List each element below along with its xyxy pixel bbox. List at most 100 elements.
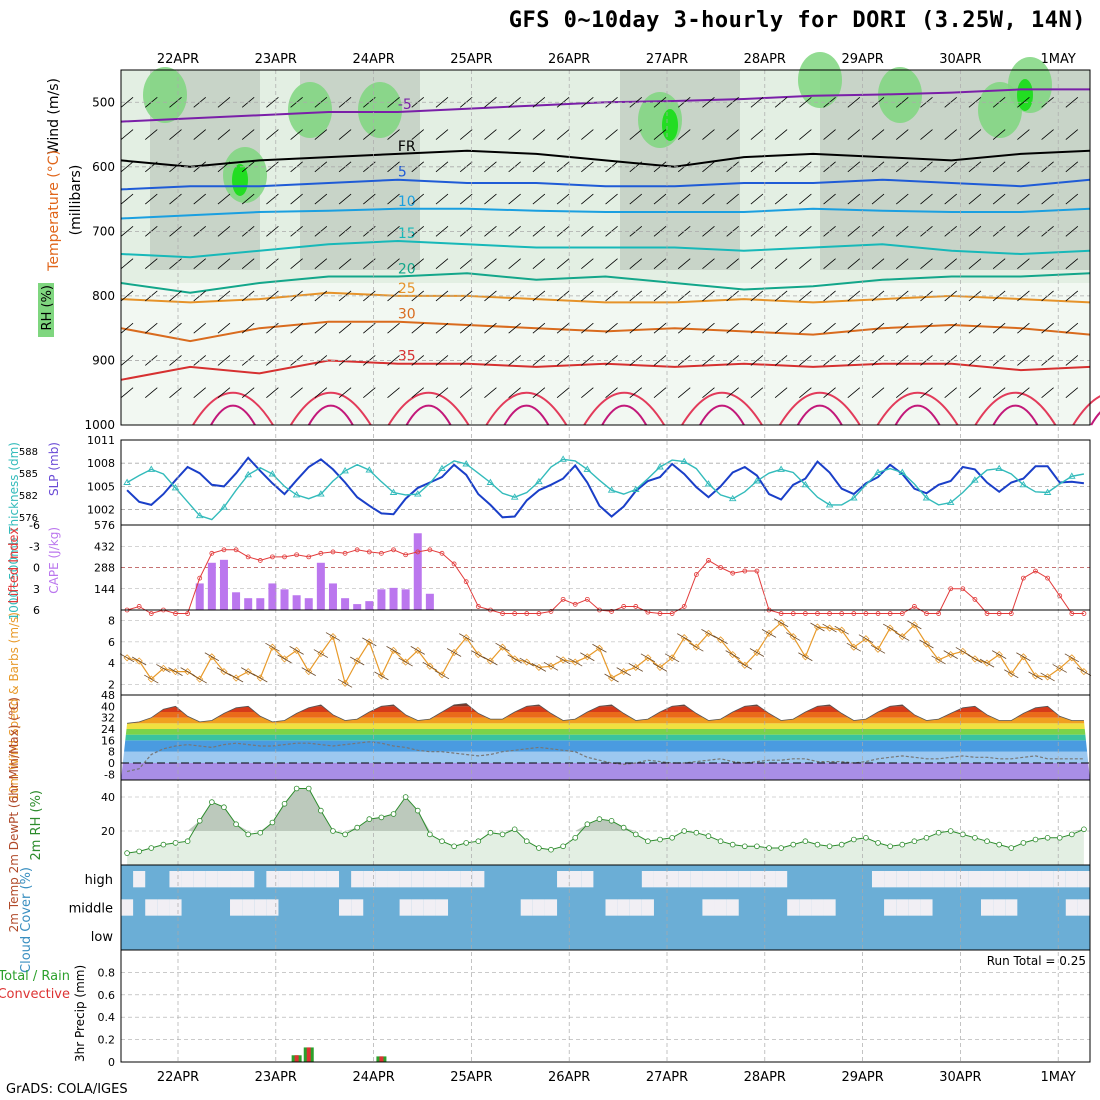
wind-barb-10m — [991, 650, 1007, 659]
wind-barb-10m — [543, 661, 559, 671]
wind-barb — [411, 258, 425, 269]
pressure-tick: 500 — [92, 95, 115, 109]
cloud-clear-cell — [399, 899, 412, 916]
wind-barb-10m — [1004, 669, 1019, 679]
wind-barb — [217, 290, 231, 302]
wind-barb — [532, 258, 546, 269]
date-label-bottom: 28APR — [744, 1070, 786, 1085]
wind-barb — [653, 258, 667, 269]
li-marker — [306, 554, 312, 560]
li-marker — [984, 611, 990, 616]
hot-layer-contour — [796, 404, 843, 426]
rh2m-marker — [838, 841, 845, 848]
cloud-clear-cell — [230, 899, 243, 916]
thickness-marker — [850, 494, 858, 501]
cape-bar — [244, 598, 253, 610]
wind-barb — [435, 129, 449, 140]
cloud-clear-cell — [920, 871, 933, 888]
hot-layer-contour — [699, 404, 745, 426]
rh2m-marker — [645, 838, 651, 844]
wind-barb-10m — [652, 663, 668, 672]
li-marker — [560, 596, 566, 602]
wind-barb-10m — [180, 667, 195, 676]
wind-barb — [653, 387, 667, 399]
wind-barb — [702, 355, 715, 366]
cape-bar — [365, 601, 374, 610]
cloud-clear-cell — [920, 899, 933, 916]
wind-barb — [968, 387, 982, 399]
li-marker — [1033, 568, 1038, 574]
wind-barb — [799, 161, 812, 173]
rh2m-marker — [184, 838, 191, 844]
li-marker — [851, 611, 857, 616]
rh2m-marker — [245, 831, 251, 838]
thickness-marker — [874, 468, 882, 475]
temperature-bands — [121, 703, 1090, 780]
cloud-clear-cell — [762, 871, 776, 888]
cloud-clear-cell — [993, 899, 1006, 916]
wind-barb-10m — [156, 664, 171, 673]
rh2m-marker — [657, 836, 663, 843]
grads-credit: GrADS: COLA/IGES — [6, 1082, 128, 1097]
isotherm-line — [120, 178, 1091, 191]
wind-barb — [896, 161, 909, 173]
wind-barb — [314, 129, 328, 140]
wind-barb — [847, 322, 861, 334]
rh2m-marker — [705, 833, 712, 839]
wind-barb — [459, 387, 473, 399]
rh-shading-high — [358, 82, 402, 138]
wind-barb — [896, 387, 909, 399]
cloud-clear-cell — [993, 871, 1006, 888]
wind-barb — [1065, 129, 1079, 140]
wind-barb — [290, 322, 303, 334]
wind-barb — [120, 258, 134, 269]
wind-barb — [290, 258, 303, 269]
wind-barb-10m — [580, 652, 595, 662]
wind-barb — [774, 322, 788, 334]
wind-barb-10m — [882, 623, 898, 633]
wind-barb — [387, 161, 400, 173]
wind-barb — [314, 387, 328, 399]
wind-barb — [992, 387, 1006, 399]
date-label-top: 23APR — [255, 52, 297, 67]
wind-barb — [484, 355, 497, 366]
cloud-clear-cell — [714, 899, 727, 916]
wind-barb — [1065, 161, 1079, 173]
rh2m-tick: 20 — [101, 825, 115, 838]
slp-tick: 1002 — [87, 504, 115, 517]
cloud-clear-cell — [605, 899, 618, 916]
temperature-tick: 16 — [101, 734, 115, 747]
li-tick: 3 — [33, 583, 40, 596]
wind-barb — [896, 290, 909, 302]
rh2m-axis-label: 2m RH (%) — [29, 790, 44, 861]
rh2m-marker — [778, 845, 784, 851]
li-marker — [633, 604, 639, 609]
isotherm-line — [120, 149, 1091, 168]
cloud-clear-cell — [823, 899, 836, 916]
li-marker — [1081, 611, 1087, 616]
cloud-clear-cell — [544, 899, 558, 916]
wind-tick: 8 — [108, 615, 115, 628]
rh2m-marker — [148, 845, 155, 851]
wind-barb — [629, 193, 643, 205]
cloud-clear-cell — [363, 871, 376, 888]
wind10m-axis-label: 10m Wind Speed & Barbs (m/s) — [7, 612, 21, 801]
rh2m-marker — [1069, 831, 1075, 838]
precip-tick: 0.2 — [98, 1034, 116, 1047]
date-label-bottom: 27APR — [646, 1070, 688, 1085]
wind-barb — [968, 322, 982, 334]
isotherm-label: 30 — [398, 307, 416, 323]
wind-barb — [799, 258, 812, 269]
date-label-top: 26APR — [548, 52, 590, 67]
hot-layer-contour — [974, 391, 1057, 426]
precip-convective-bar — [306, 1047, 311, 1062]
isotherm-label: 35 — [398, 349, 416, 365]
wind-barb — [387, 387, 400, 399]
wind-barb — [726, 387, 739, 399]
wind-barb — [581, 193, 594, 205]
rh2m-marker — [863, 834, 869, 841]
thickness-marker — [1043, 488, 1052, 495]
li-marker — [742, 568, 748, 574]
cloud-clear-cell — [1065, 871, 1078, 888]
li-marker — [706, 558, 711, 563]
